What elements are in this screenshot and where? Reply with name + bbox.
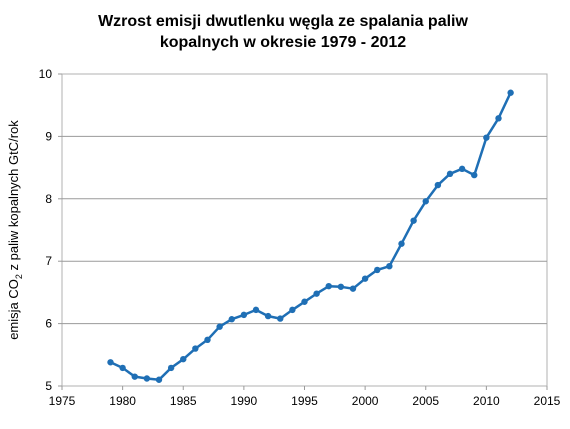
y-tick-label: 6 xyxy=(45,317,52,331)
x-tick-label: 2010 xyxy=(473,394,500,408)
data-point xyxy=(361,275,369,282)
data-point xyxy=(264,312,272,320)
data-point xyxy=(337,283,345,290)
y-tick-label: 5 xyxy=(45,379,52,393)
plot-area-border xyxy=(61,73,548,387)
data-point xyxy=(167,364,175,372)
data-point xyxy=(434,181,442,189)
data-point xyxy=(252,306,260,314)
data-point xyxy=(495,115,502,122)
data-point xyxy=(301,298,308,305)
x-tick-label: 1985 xyxy=(170,394,197,408)
data-point xyxy=(410,217,417,224)
y-tick-label: 7 xyxy=(45,254,52,268)
x-tick-label: 2005 xyxy=(412,394,439,408)
series-line xyxy=(109,92,512,382)
data-point xyxy=(107,359,114,366)
x-tick-label: 2000 xyxy=(352,394,379,408)
data-point xyxy=(386,262,393,270)
data-point xyxy=(349,285,357,292)
x-tick-label: 1975 xyxy=(49,394,76,408)
data-point xyxy=(131,373,138,380)
data-point xyxy=(374,266,381,274)
data-point xyxy=(313,290,320,297)
y-tick-label: 8 xyxy=(45,192,52,206)
gridlines xyxy=(62,135,547,325)
data-point xyxy=(192,345,199,352)
data-point xyxy=(507,89,514,96)
data-points xyxy=(107,89,514,383)
data-point xyxy=(143,375,151,382)
data-point xyxy=(204,336,211,344)
data-point xyxy=(277,315,284,322)
data-point xyxy=(398,240,405,247)
data-point xyxy=(228,316,235,323)
y-tick-label: 10 xyxy=(39,67,53,81)
x-tick-label: 2015 xyxy=(534,394,561,408)
data-point xyxy=(155,376,163,383)
data-point xyxy=(240,311,248,319)
data-point xyxy=(289,306,296,314)
x-axis-ticks: 1975 1980 1985 1990 1995 2000 2005 2010 2015 xyxy=(49,386,561,408)
data-point xyxy=(483,134,490,141)
data-point xyxy=(446,170,454,178)
data-point xyxy=(119,364,126,372)
data-point xyxy=(180,355,187,363)
data-point xyxy=(325,282,332,290)
data-point xyxy=(471,171,478,179)
y-tick-label: 9 xyxy=(45,129,52,143)
y-axis-ticks: 5 6 7 8 9 10 xyxy=(39,67,62,393)
data-point xyxy=(422,198,429,205)
x-tick-label: 1995 xyxy=(291,394,318,408)
y-axis-label: emisja CO2 z paliw kopalnych GtC/rok xyxy=(6,120,24,340)
chart-title-line-2: kopalnych w okresie 1979 - 2012 xyxy=(160,34,406,51)
chart-title-line-1: Wzrost emisji dwutlenku węgla ze spalani… xyxy=(98,13,468,30)
x-tick-label: 1980 xyxy=(109,394,136,408)
data-point xyxy=(458,165,466,173)
x-tick-label: 1990 xyxy=(231,394,258,408)
data-point xyxy=(216,323,223,330)
